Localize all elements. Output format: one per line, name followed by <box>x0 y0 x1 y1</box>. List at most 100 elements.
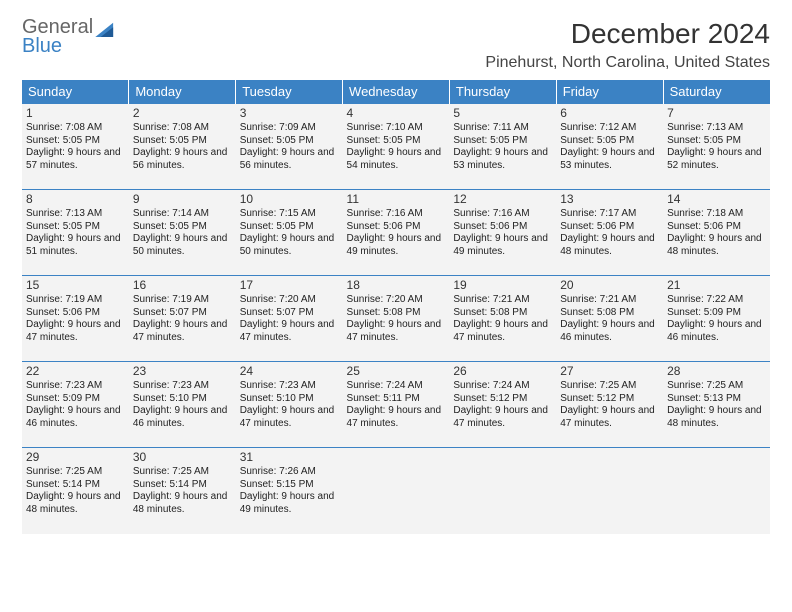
daylight-line: Daylight: 9 hours and 46 minutes. <box>26 405 123 430</box>
day-cell: 23Sunrise: 7:23 AMSunset: 5:10 PMDayligh… <box>129 362 236 448</box>
week-row: 15Sunrise: 7:19 AMSunset: 5:06 PMDayligh… <box>22 276 770 362</box>
day-cell: 3Sunrise: 7:09 AMSunset: 5:05 PMDaylight… <box>236 104 343 190</box>
sunrise-line: Sunrise: 7:16 AM <box>347 208 444 221</box>
sunset-line: Sunset: 5:09 PM <box>26 393 123 406</box>
daylight-line: Daylight: 9 hours and 47 minutes. <box>240 405 337 430</box>
day-cell: 9Sunrise: 7:14 AMSunset: 5:05 PMDaylight… <box>129 190 236 276</box>
sunrise-line: Sunrise: 7:08 AM <box>133 122 230 135</box>
sunset-line: Sunset: 5:09 PM <box>667 307 764 320</box>
sunrise-line: Sunrise: 7:16 AM <box>453 208 550 221</box>
sunset-line: Sunset: 5:05 PM <box>240 221 337 234</box>
day-number: 19 <box>453 278 550 293</box>
day-cell: 11Sunrise: 7:16 AMSunset: 5:06 PMDayligh… <box>343 190 450 276</box>
day-header: Sunday <box>22 80 129 104</box>
sunset-line: Sunset: 5:05 PM <box>26 135 123 148</box>
day-cell-content: 9Sunrise: 7:14 AMSunset: 5:05 PMDaylight… <box>133 192 232 258</box>
day-cell: 13Sunrise: 7:17 AMSunset: 5:06 PMDayligh… <box>556 190 663 276</box>
daylight-line: Daylight: 9 hours and 56 minutes. <box>240 147 337 172</box>
sunrise-line: Sunrise: 7:20 AM <box>240 294 337 307</box>
daylight-line: Daylight: 9 hours and 52 minutes. <box>667 147 764 172</box>
sunrise-line: Sunrise: 7:14 AM <box>133 208 230 221</box>
day-number: 3 <box>240 106 337 121</box>
day-cell: 25Sunrise: 7:24 AMSunset: 5:11 PMDayligh… <box>343 362 450 448</box>
title-block: December 2024 Pinehurst, North Carolina,… <box>485 18 770 72</box>
sunrise-line: Sunrise: 7:21 AM <box>453 294 550 307</box>
day-number: 23 <box>133 364 230 379</box>
daylight-line: Daylight: 9 hours and 49 minutes. <box>347 233 444 258</box>
day-cell-content: 29Sunrise: 7:25 AMSunset: 5:14 PMDayligh… <box>26 450 125 516</box>
daylight-line: Daylight: 9 hours and 53 minutes. <box>453 147 550 172</box>
day-number: 24 <box>240 364 337 379</box>
brand-bottom: Blue <box>22 37 93 56</box>
day-cell-content: 1Sunrise: 7:08 AMSunset: 5:05 PMDaylight… <box>26 106 125 172</box>
daylight-line: Daylight: 9 hours and 46 minutes. <box>667 319 764 344</box>
day-cell-content: 18Sunrise: 7:20 AMSunset: 5:08 PMDayligh… <box>347 278 446 344</box>
sunset-line: Sunset: 5:05 PM <box>453 135 550 148</box>
day-number: 20 <box>560 278 657 293</box>
day-cell: 26Sunrise: 7:24 AMSunset: 5:12 PMDayligh… <box>449 362 556 448</box>
day-cell: 5Sunrise: 7:11 AMSunset: 5:05 PMDaylight… <box>449 104 556 190</box>
day-cell: 6Sunrise: 7:12 AMSunset: 5:05 PMDaylight… <box>556 104 663 190</box>
day-cell-content: 15Sunrise: 7:19 AMSunset: 5:06 PMDayligh… <box>26 278 125 344</box>
daylight-line: Daylight: 9 hours and 56 minutes. <box>133 147 230 172</box>
daylight-line: Daylight: 9 hours and 47 minutes. <box>453 319 550 344</box>
sunset-line: Sunset: 5:15 PM <box>240 479 337 492</box>
sunset-line: Sunset: 5:05 PM <box>133 135 230 148</box>
sunrise-line: Sunrise: 7:17 AM <box>560 208 657 221</box>
day-number: 6 <box>560 106 657 121</box>
sunset-line: Sunset: 5:05 PM <box>26 221 123 234</box>
day-number: 10 <box>240 192 337 207</box>
daylight-line: Daylight: 9 hours and 50 minutes. <box>133 233 230 258</box>
day-number: 28 <box>667 364 764 379</box>
sunrise-line: Sunrise: 7:13 AM <box>26 208 123 221</box>
daylight-line: Daylight: 9 hours and 49 minutes. <box>240 491 337 516</box>
day-cell: 18Sunrise: 7:20 AMSunset: 5:08 PMDayligh… <box>343 276 450 362</box>
daylight-line: Daylight: 9 hours and 48 minutes. <box>667 233 764 258</box>
sunset-line: Sunset: 5:10 PM <box>133 393 230 406</box>
daylight-line: Daylight: 9 hours and 48 minutes. <box>560 233 657 258</box>
day-header: Wednesday <box>343 80 450 104</box>
daylight-line: Daylight: 9 hours and 47 minutes. <box>347 405 444 430</box>
day-number: 30 <box>133 450 230 465</box>
sunrise-line: Sunrise: 7:19 AM <box>133 294 230 307</box>
day-header-row: SundayMondayTuesdayWednesdayThursdayFrid… <box>22 80 770 104</box>
day-number: 8 <box>26 192 123 207</box>
sunrise-line: Sunrise: 7:20 AM <box>347 294 444 307</box>
day-cell: 7Sunrise: 7:13 AMSunset: 5:05 PMDaylight… <box>663 104 770 190</box>
daylight-line: Daylight: 9 hours and 54 minutes. <box>347 147 444 172</box>
day-number: 14 <box>667 192 764 207</box>
calendar-head: SundayMondayTuesdayWednesdayThursdayFrid… <box>22 80 770 104</box>
daylight-line: Daylight: 9 hours and 47 minutes. <box>560 405 657 430</box>
sunset-line: Sunset: 5:06 PM <box>560 221 657 234</box>
empty-cell <box>343 448 450 534</box>
sunrise-line: Sunrise: 7:23 AM <box>133 380 230 393</box>
day-number: 12 <box>453 192 550 207</box>
day-header: Tuesday <box>236 80 343 104</box>
day-number: 9 <box>133 192 230 207</box>
daylight-line: Daylight: 9 hours and 51 minutes. <box>26 233 123 258</box>
sunset-line: Sunset: 5:05 PM <box>667 135 764 148</box>
sunrise-line: Sunrise: 7:18 AM <box>667 208 764 221</box>
day-number: 18 <box>347 278 444 293</box>
day-number: 11 <box>347 192 444 207</box>
day-cell: 14Sunrise: 7:18 AMSunset: 5:06 PMDayligh… <box>663 190 770 276</box>
day-cell: 30Sunrise: 7:25 AMSunset: 5:14 PMDayligh… <box>129 448 236 534</box>
sunset-line: Sunset: 5:08 PM <box>347 307 444 320</box>
sunrise-line: Sunrise: 7:09 AM <box>240 122 337 135</box>
day-number: 25 <box>347 364 444 379</box>
location-text: Pinehurst, North Carolina, United States <box>485 54 770 72</box>
day-cell-content: 4Sunrise: 7:10 AMSunset: 5:05 PMDaylight… <box>347 106 446 172</box>
sunset-line: Sunset: 5:06 PM <box>26 307 123 320</box>
week-row: 29Sunrise: 7:25 AMSunset: 5:14 PMDayligh… <box>22 448 770 534</box>
day-cell-content: 16Sunrise: 7:19 AMSunset: 5:07 PMDayligh… <box>133 278 232 344</box>
calendar-body: 1Sunrise: 7:08 AMSunset: 5:05 PMDaylight… <box>22 104 770 534</box>
day-cell-content: 12Sunrise: 7:16 AMSunset: 5:06 PMDayligh… <box>453 192 552 258</box>
sunset-line: Sunset: 5:06 PM <box>453 221 550 234</box>
daylight-line: Daylight: 9 hours and 53 minutes. <box>560 147 657 172</box>
sunset-line: Sunset: 5:05 PM <box>560 135 657 148</box>
sunset-line: Sunset: 5:12 PM <box>560 393 657 406</box>
day-number: 27 <box>560 364 657 379</box>
day-cell-content: 23Sunrise: 7:23 AMSunset: 5:10 PMDayligh… <box>133 364 232 430</box>
sunrise-line: Sunrise: 7:21 AM <box>560 294 657 307</box>
day-cell-content: 11Sunrise: 7:16 AMSunset: 5:06 PMDayligh… <box>347 192 446 258</box>
